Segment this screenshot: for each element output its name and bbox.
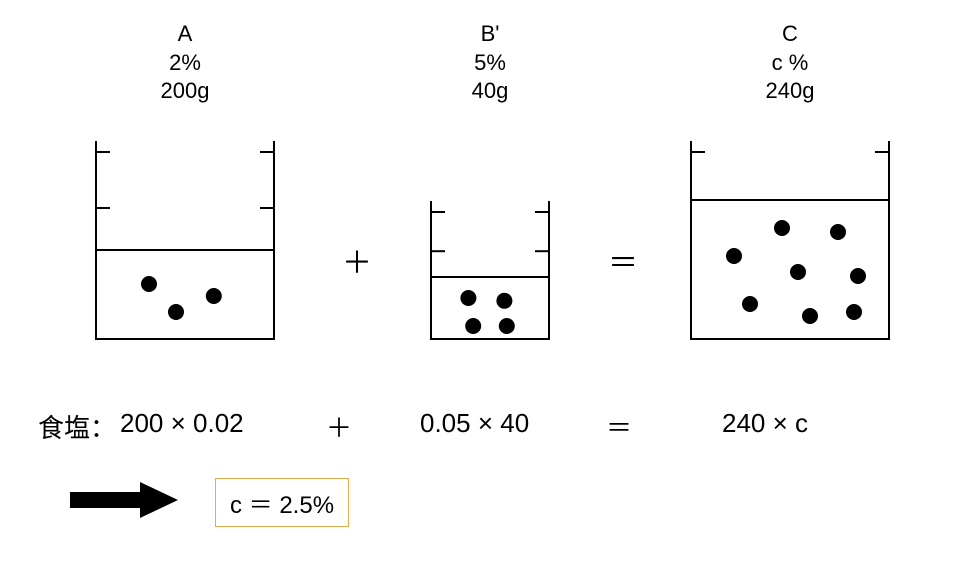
equals-operator: ＝ — [608, 238, 638, 282]
salt-equation-label: 食塩： — [38, 408, 116, 445]
beaker-a-name: A — [95, 20, 275, 49]
arrow-icon — [70, 480, 180, 520]
equation-term-b: 0.05 × 40 — [420, 408, 529, 439]
beaker-c-concentration: c % — [690, 49, 890, 78]
beaker-a-mass: 200g — [95, 77, 275, 106]
beaker-c-diagram — [690, 140, 890, 340]
beaker-b-labels: B' 5% 40g — [430, 20, 550, 106]
beaker-a-labels: A 2% 200g — [95, 20, 275, 106]
equation-term-c: 240 × c — [722, 408, 808, 439]
beaker-a-diagram — [95, 140, 275, 340]
beaker-c-name: C — [690, 20, 890, 49]
equation-op-plus: ＋ — [326, 408, 352, 445]
beaker-b-concentration: 5% — [430, 49, 550, 78]
equation-term-a: 200 × 0.02 — [120, 408, 244, 439]
beaker-a-concentration: 2% — [95, 49, 275, 78]
beaker-b-name: B' — [430, 20, 550, 49]
beaker-b-diagram — [430, 200, 550, 340]
beaker-b-mass: 40g — [430, 77, 550, 106]
equation-op-equals: ＝ — [606, 408, 632, 445]
beaker-c-mass: 240g — [690, 77, 890, 106]
answer-text: c ＝ 2.5% — [230, 492, 334, 519]
answer-box: c ＝ 2.5% — [215, 478, 349, 527]
plus-operator: ＋ — [342, 238, 372, 282]
beaker-c-labels: C c % 240g — [690, 20, 890, 106]
